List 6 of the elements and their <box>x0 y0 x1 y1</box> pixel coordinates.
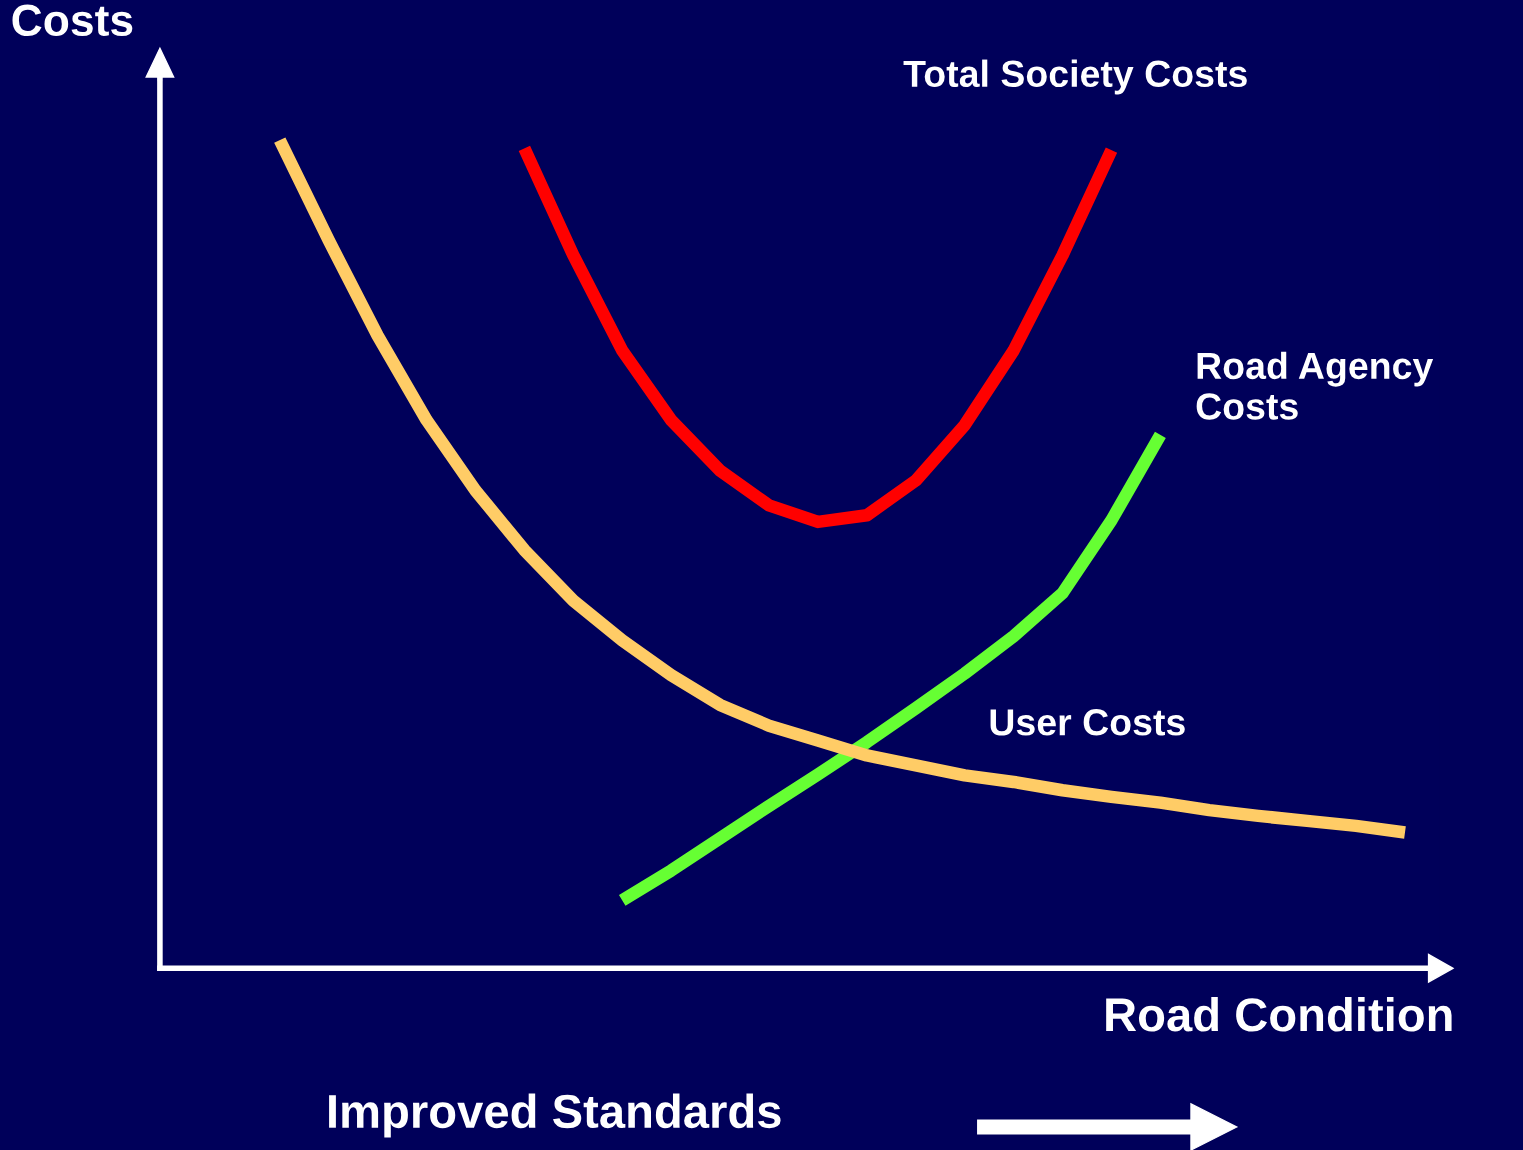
series-label: Road Agency Costs <box>1196 351 1434 420</box>
text: Improved Standards <box>329 1093 781 1138</box>
series-label: User Costs <box>990 709 1185 736</box>
y-axis-title: Costs <box>12 4 133 37</box>
x-axis-title: Road Condition <box>1106 996 1452 1032</box>
text: Total Society Costs <box>903 59 1247 95</box>
